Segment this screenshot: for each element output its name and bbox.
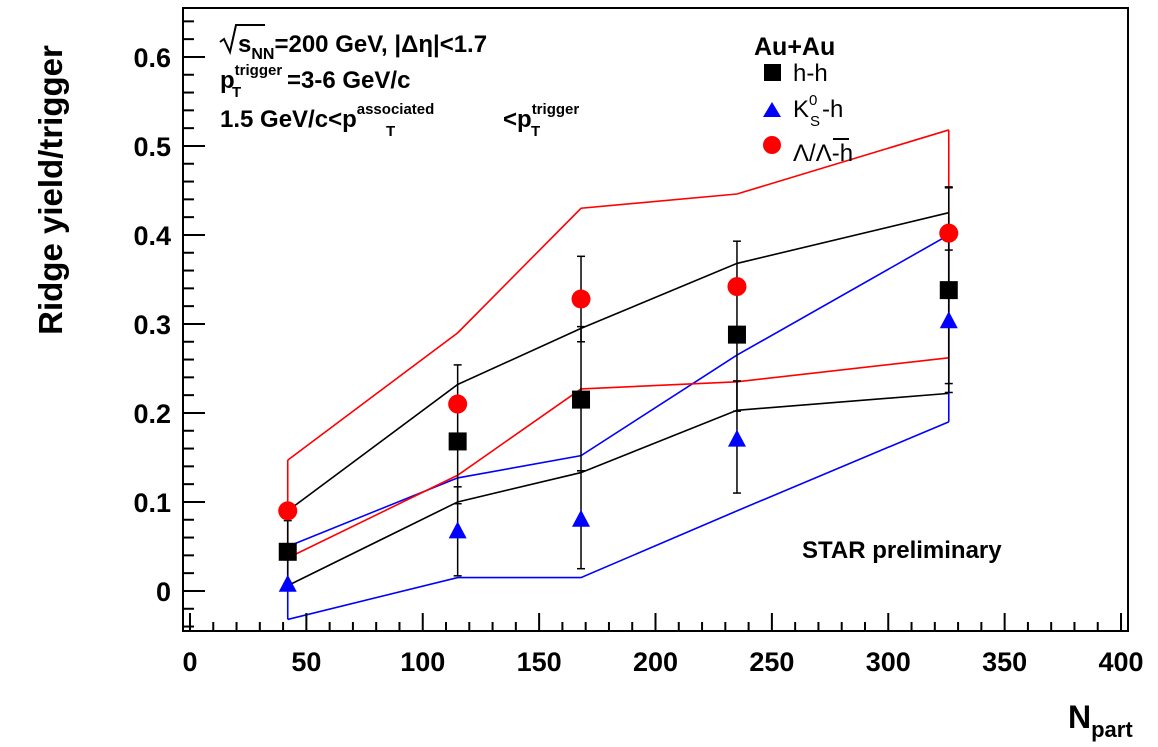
data-point-square [572,390,591,409]
legend-label-k0s: K0 S-h [793,92,843,130]
x-tick-label: 400 [1098,647,1143,677]
legend-circle-marker [763,136,781,154]
associated-annotation: 1.5 GeV/c<passociated T <ptrigger T [220,101,579,140]
data-markers [278,223,959,592]
legend-label-lambda: Λ/Λ-h [793,140,853,167]
x-tick-label: 100 [400,647,445,677]
series-sys-lower-line [287,421,950,621]
x-tick-label: 300 [866,647,911,677]
legend: Au+Au h-h K0 S-h Λ/Λ-h [754,33,853,167]
series-sys-upper-line [287,129,950,461]
y-tick-label: 0.4 [133,221,171,251]
data-point-square [727,325,746,344]
legend-title: Au+Au [754,33,835,61]
data-point-circle [727,277,747,297]
legend-entry-lambda: Λ/Λ-h [763,136,853,167]
legend-square-marker [764,64,781,81]
x-tick-label: 250 [749,647,794,677]
data-point-circle [939,223,959,243]
x-tick-label: 50 [291,647,321,677]
x-tick-label: 200 [633,647,678,677]
legend-triangle-marker [763,102,781,117]
data-point-triangle [572,509,591,527]
data-point-circle [278,501,298,521]
series-sys-upper-line [287,211,949,512]
y-tick-label: 0 [156,577,171,607]
star-preliminary-watermark: STAR preliminary [802,537,1002,564]
legend-entry-hh: h-h [764,60,828,87]
trigger-annotation: ptrigger T =3-6 GeV/c [220,62,410,101]
data-point-triangle [727,429,746,447]
y-tick-label: 0.6 [133,43,171,73]
data-point-triangle [939,311,958,329]
data-point-triangle [448,521,467,539]
x-tick-label: 0 [182,647,197,677]
x-axis: 0 50 100 150 200 250 300 350 400 [182,613,1144,677]
x-axis-title: Npart [1068,699,1133,742]
annotation-block: sNN=200 GeV, |Δη|<1.7 ptrigger T =3-6 GeV/… [219,24,579,140]
data-point-square [939,281,958,300]
error-bars [283,186,953,584]
y-tick-label: 0.2 [133,399,171,429]
x-tick-label: 350 [982,647,1027,677]
y-tick-label: 0.3 [133,310,171,340]
y-tick-label: 0.1 [133,488,171,518]
energy-annotation: sNN=200 GeV, |Δη|<1.7 [219,24,487,63]
y-axis: 0 0.1 0.2 0.3 0.4 0.5 0.6 [133,20,205,628]
y-tick-label: 0.5 [133,132,171,162]
sqrt-sign [219,24,265,56]
y-axis-title: Ridge yield/trigger [32,45,69,335]
svg-text:sNN=200 GeV, |Δη|<1.7: sNN=200 GeV, |Δη|<1.7 [238,31,487,63]
legend-entry-k0s: K0 S-h [763,92,843,130]
x-tick-label: 150 [517,647,562,677]
data-point-square [448,432,467,451]
data-point-square [278,542,297,561]
data-point-circle [571,289,591,309]
data-point-circle [448,394,468,414]
data-point-triangle [278,574,297,592]
series-sys-upper-line [287,234,950,548]
legend-label-hh: h-h [793,60,828,87]
